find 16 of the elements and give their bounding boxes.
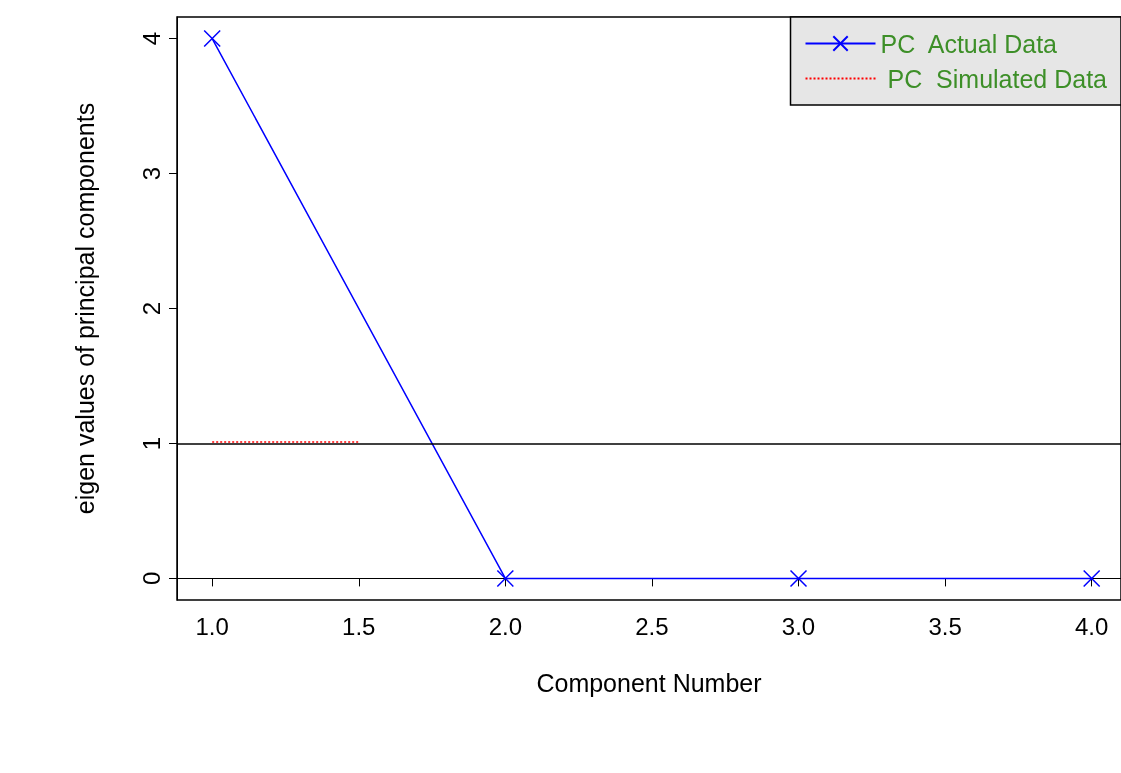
y-tick-label: 0 [137, 571, 165, 586]
x-tick-label: 2.5 [635, 612, 669, 640]
x-tick-label: 3.5 [928, 612, 962, 640]
y-tick-label: 3 [137, 166, 165, 181]
x-tick-label: 2.0 [488, 612, 523, 640]
legend-label: PC Actual Data [880, 29, 1058, 58]
y-tick-label: 4 [137, 31, 165, 46]
x-tick-label: 1.5 [342, 612, 376, 640]
x-tick-label: 3.0 [781, 612, 816, 640]
legend-label: PC Simulated Data [880, 64, 1108, 93]
y-tick-label: 1 [137, 436, 165, 451]
x-tick-label: 1.0 [195, 612, 229, 640]
x-tick-label: 4.0 [1075, 612, 1109, 640]
y-axis-title: eigen values of principal components [70, 102, 99, 515]
x-axis-title: Component Number [536, 668, 762, 697]
y-tick-label: 2 [137, 301, 165, 316]
